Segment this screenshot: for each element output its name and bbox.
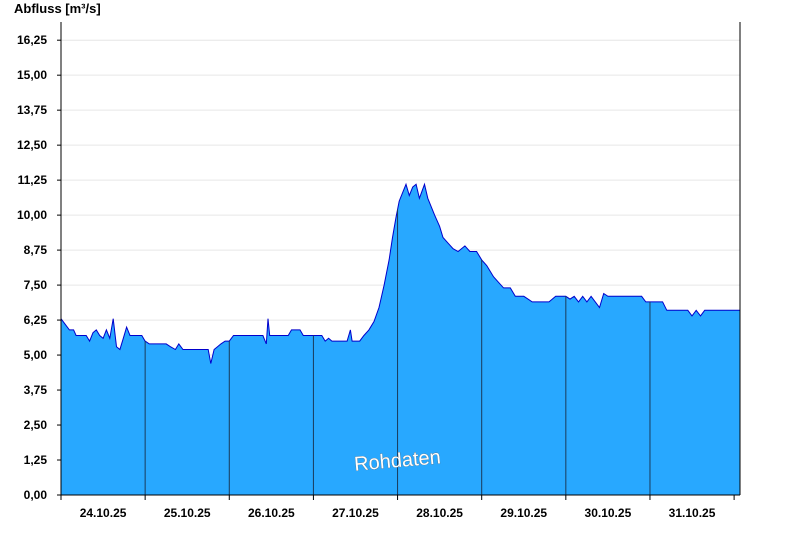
- x-tick-label-2: 26.10.25: [248, 506, 295, 520]
- y-tick-label-3: 3,75: [24, 383, 48, 397]
- series-line: [60, 182, 740, 364]
- data-area: [60, 182, 740, 496]
- x-tick-label-1: 25.10.25: [164, 506, 211, 520]
- y-ticks: 0,00 1,25 2,50 3,75 5,00 6,25 7,50 8,75 10,00 11,…: [17, 33, 61, 502]
- y-axis-label: Abfluss [m³/s]: [14, 1, 101, 16]
- y-tick-label-0: 0,00: [24, 488, 48, 502]
- y-tick-label-11: 13,75: [17, 103, 47, 117]
- y-tick-label-9: 11,25: [18, 173, 48, 187]
- y-tick-label-12: 15,00: [17, 68, 47, 82]
- y-tick-label-5: 6,25: [24, 313, 48, 327]
- y-tick-label-6: 7,50: [24, 278, 48, 292]
- y-tick-label-8: 10,00: [17, 208, 47, 222]
- y-tick-label-4: 5,00: [24, 348, 48, 362]
- x-ticks: 24.10.25 25.10.25 26.10.25 27.10.25 28.10.25…: [60, 495, 735, 520]
- x-tick-label-0: 24.10.25: [80, 506, 127, 520]
- y-tick-label-1: 1,25: [24, 453, 48, 467]
- y-tick-label-10: 12,50: [17, 138, 47, 152]
- axes: [60, 22, 741, 496]
- y-tick-label-13: 16,25: [17, 33, 47, 47]
- x-tick-label-3: 27.10.25: [332, 506, 379, 520]
- x-tick-label-7: 31.10.25: [669, 506, 716, 520]
- x-tick-label-6: 30.10.25: [585, 506, 632, 520]
- area-fill: [61, 184, 740, 496]
- y-tick-label-7: 8,75: [24, 243, 48, 257]
- day-separators: [144, 209, 651, 495]
- y-tick-label-2: 2,50: [24, 418, 48, 432]
- x-tick-label-5: 29.10.25: [500, 506, 547, 520]
- x-tick-label-4: 28.10.25: [416, 506, 463, 520]
